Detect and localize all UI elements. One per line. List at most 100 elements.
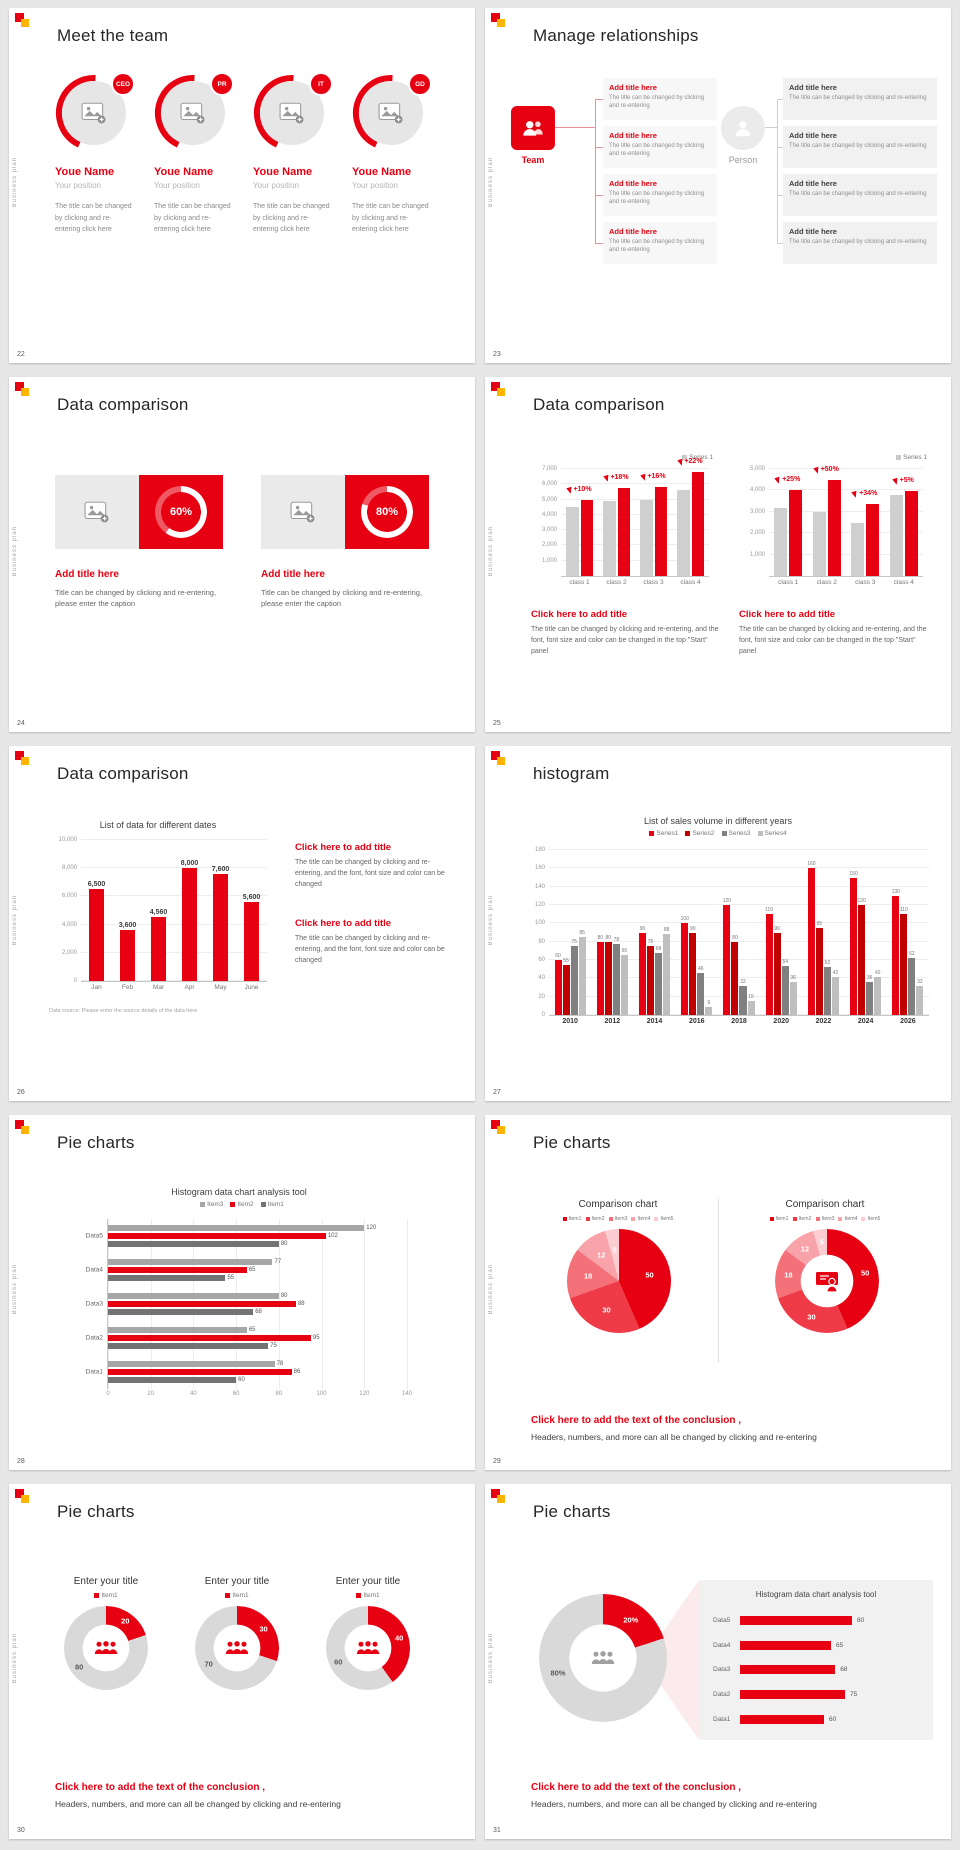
- team-member-card: PR Youe Name Your position The title can…: [154, 72, 244, 236]
- legend-item: Series4: [757, 830, 787, 837]
- gridline: [549, 995, 929, 997]
- bar: 110: [900, 907, 908, 1015]
- team-label: Team: [521, 155, 545, 165]
- x-tick-label: 100: [316, 1391, 327, 1397]
- gridline: [561, 468, 709, 469]
- y-tick-label: 4,000: [749, 487, 765, 494]
- logo-red-block: [15, 382, 24, 391]
- team-member-card: GD Youe Name Your position The title can…: [352, 72, 442, 236]
- logo-red-block: [491, 13, 500, 22]
- bar-group: 130 110 62 32: [887, 850, 929, 1015]
- chart-title: List of data for different dates: [99, 820, 217, 830]
- plot-area: 7,000 6,000 5,000 4,000 3,000 2,000 1,000 class…: [542, 456, 709, 586]
- slide-24-data-comparison[interactable]: Business plan Data comparison 60% Add ti…: [9, 377, 475, 732]
- logo-yellow-block: [21, 1126, 29, 1134]
- relation-item-caption: The title can be changed by clicking and…: [789, 95, 927, 101]
- person-icon: [721, 106, 765, 150]
- y-tick-label: 0: [541, 1012, 545, 1018]
- bar-value-label: 95: [816, 920, 823, 927]
- logo-yellow-block: [497, 19, 505, 27]
- relation-item-caption: The title can be changed by clicking and…: [609, 143, 705, 158]
- connector-line: [777, 243, 783, 244]
- slide-31-pie-charts[interactable]: Business plan Pie charts 20% 80% Histogra…: [485, 1484, 951, 1839]
- bar-group: 160 95 52 42: [802, 850, 844, 1015]
- bar-value-label: 80: [280, 1293, 288, 1299]
- conclusion-title: Click here to add the text of the conclu…: [531, 1782, 742, 1793]
- growth-annotation: +25%: [774, 475, 800, 485]
- sidebar-label: Business plan: [488, 526, 494, 577]
- plot-area: 10,000 8,000 6,000 4,000 2,000 0 6,500 Jan 3,600…: [59, 837, 267, 991]
- bar-value-label: 68: [255, 1309, 262, 1315]
- relation-item: Add title here The title can be changed b…: [603, 126, 717, 168]
- connector-line: [777, 195, 783, 196]
- slide-26-data-comparison[interactable]: Business plan Data comparison List of da…: [9, 746, 475, 1101]
- slide-29-pie-charts[interactable]: Business plan Pie charts Comparison char…: [485, 1115, 951, 1470]
- bar: 120: [723, 898, 731, 1015]
- bar-group: [846, 469, 885, 576]
- y-tick-label: 5,000: [541, 496, 557, 503]
- chart-legend: Series 1: [682, 454, 713, 461]
- brand-logo: [15, 1489, 35, 1504]
- bar-value-label: 55: [227, 1275, 235, 1281]
- gridline: [81, 980, 267, 981]
- slide-23-manage-relationships[interactable]: Business plan Manage relationships Team …: [485, 8, 951, 363]
- x-category-label: Apr: [184, 984, 195, 991]
- bar-value-label: 100: [680, 916, 689, 923]
- slice-label: 30: [807, 1312, 816, 1322]
- slice-label: 30: [259, 1624, 268, 1634]
- bar: 95: [815, 921, 823, 1015]
- person-label: Person: [728, 155, 758, 165]
- slide-27-histogram[interactable]: Business plan histogram List of sales vo…: [485, 746, 951, 1101]
- slice-label: 70: [204, 1659, 213, 1669]
- relation-item-title: Add title here: [789, 227, 837, 236]
- bar-value-label: 42: [874, 969, 881, 976]
- bar: 60: [554, 953, 562, 1015]
- relation-item: Add title here The title can be changed b…: [783, 78, 937, 120]
- y-tick-label: 120: [534, 902, 545, 908]
- slice-label: 30: [602, 1305, 611, 1315]
- gridline: [561, 529, 709, 531]
- bar-value-label: 120: [722, 898, 732, 904]
- bar-value-label: 62: [909, 951, 915, 958]
- y-tick-label: 4,000: [541, 511, 557, 518]
- bar: 90: [689, 926, 697, 1015]
- growth-annotation: +5%: [891, 475, 914, 485]
- slide-28-pie-charts[interactable]: Business plan Pie charts Histogram data …: [9, 1115, 475, 1470]
- legend-item: Item1: [562, 1216, 582, 1222]
- bar-value-label: 110: [765, 907, 774, 914]
- relation-item-caption: The title can be changed by clicking and…: [609, 95, 705, 110]
- slice-label: 80%: [550, 1668, 566, 1678]
- row-value: 80: [857, 1616, 865, 1624]
- bar: 36: [789, 975, 797, 1015]
- row-value: 68: [840, 1666, 848, 1674]
- bar-value-label: 75: [571, 939, 577, 946]
- team-member-card: IT Youe Name Your position The title can…: [253, 72, 343, 236]
- bar-group: 8,000: [174, 840, 205, 981]
- bar: 55: [108, 1275, 234, 1281]
- member-caption: The title can be changed by clicking and…: [55, 203, 132, 234]
- conclusion-body: Headers, numbers, and more can all be ch…: [531, 1432, 817, 1442]
- bar-value-label: 86: [293, 1369, 301, 1375]
- pie-face: [195, 1606, 279, 1690]
- member-name: Youe Name: [352, 166, 412, 178]
- y-tick-label: 140: [534, 883, 545, 890]
- slide-30-pie-charts[interactable]: Business plan Pie charts Enter your titl…: [9, 1484, 475, 1839]
- x-tick-label: 80: [275, 1391, 283, 1397]
- member-caption: The title can be changed by clicking and…: [253, 203, 330, 234]
- legend-item: Item2: [585, 1216, 605, 1222]
- bar: 65: [108, 1267, 256, 1273]
- conclusion-body: Headers, numbers, and more can all be ch…: [55, 1799, 341, 1809]
- brand-logo: [15, 751, 35, 766]
- bar: 5,600: [243, 894, 260, 981]
- chart-legend: Series 1: [896, 454, 927, 461]
- legend-item: Item4: [631, 1216, 650, 1222]
- chart-caption: The title can be changed by clicking and…: [295, 935, 445, 964]
- slide-25-data-comparison[interactable]: Business plan Data comparison Series 1 7…: [485, 377, 951, 732]
- avatar-arc-decoration: [353, 75, 429, 151]
- add-title-text: Click here to add title: [295, 918, 392, 929]
- brand-logo: [15, 13, 35, 28]
- slide-22-meet-the-team[interactable]: Business plan Meet the team CEO Youe Nam…: [9, 8, 475, 363]
- page-number: 25: [493, 720, 501, 727]
- gridline: [561, 483, 709, 485]
- bar: 86: [108, 1369, 300, 1375]
